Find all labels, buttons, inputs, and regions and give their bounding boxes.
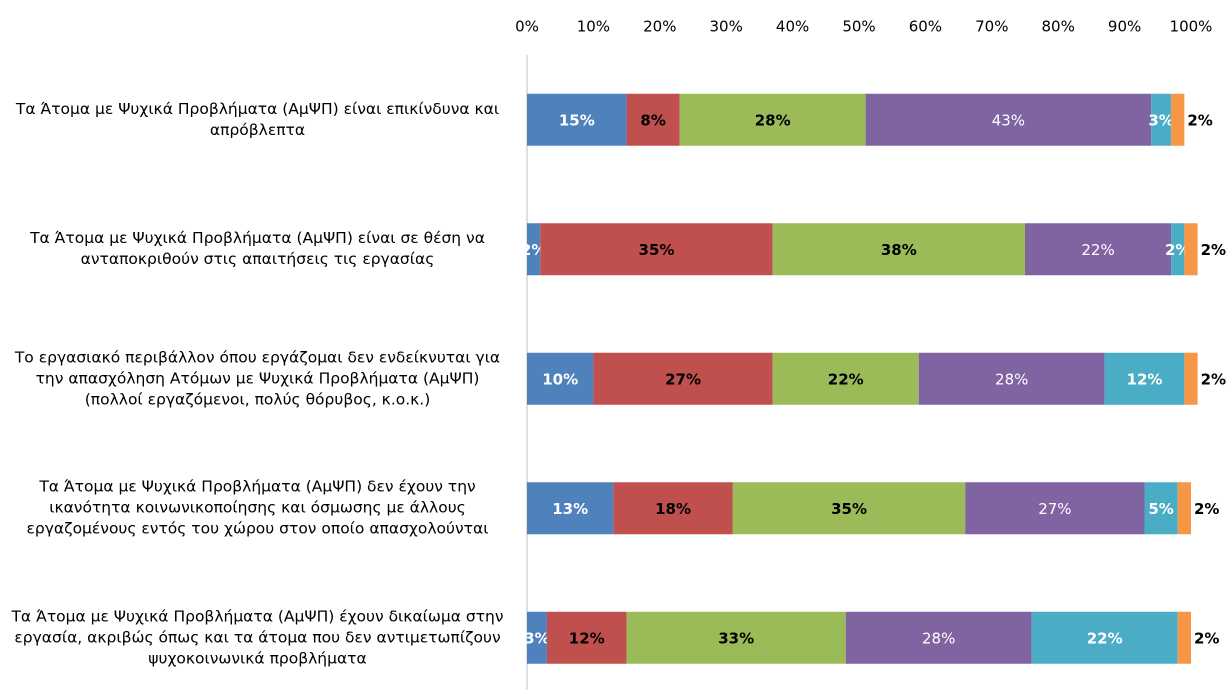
category-label: Τα Άτομα με Ψυχικά Προβλήματα (ΑμΨΠ) είν… <box>15 99 500 139</box>
data-label: 13% <box>552 500 588 518</box>
x-tick-label: 100% <box>1170 18 1213 36</box>
data-label: 2% <box>1201 241 1226 259</box>
data-label: 28% <box>995 370 1028 388</box>
bar-segment <box>1184 223 1198 276</box>
bar-segment <box>540 223 773 276</box>
bar-segment <box>527 611 547 664</box>
data-label: 35% <box>639 241 675 259</box>
bar-segment <box>527 352 594 405</box>
data-label: 22% <box>1087 629 1123 647</box>
bar-segment <box>1104 352 1185 405</box>
bar-segment <box>626 93 680 146</box>
data-label: 27% <box>665 370 701 388</box>
x-tick-label: 10% <box>577 18 610 36</box>
data-label: 2% <box>521 241 546 259</box>
data-label: 8% <box>640 111 665 129</box>
bar-segment <box>679 93 866 146</box>
category-label: Τα Άτομα με Ψυχικά Προβλήματα (ΑμΨΠ) έχο… <box>11 607 504 668</box>
bar-segment <box>1171 223 1185 276</box>
x-tick-label: 80% <box>1042 18 1075 36</box>
data-label: 12% <box>569 629 605 647</box>
data-label: 12% <box>1127 370 1163 388</box>
data-label: 2% <box>1187 111 1212 129</box>
data-label: 2% <box>1165 241 1190 259</box>
category-label: Τα Άτομα με Ψυχικά Προβλήματα (ΑμΨΠ) δεν… <box>26 477 489 538</box>
data-label: 2% <box>1194 500 1219 518</box>
bar-segment <box>1184 352 1198 405</box>
bar-segment <box>1177 482 1191 535</box>
data-label: 18% <box>655 500 691 518</box>
x-tick-label: 90% <box>1108 18 1141 36</box>
x-tick-label: 70% <box>975 18 1008 36</box>
data-label: 15% <box>559 111 595 129</box>
bar-segment <box>865 93 1152 146</box>
bar-segment <box>845 611 1032 664</box>
bar-segment <box>527 223 541 276</box>
data-label: 33% <box>718 629 754 647</box>
data-label: 22% <box>1081 241 1114 259</box>
data-label: 10% <box>542 370 578 388</box>
bar-segment <box>613 482 733 535</box>
bar-segment <box>593 352 773 405</box>
data-label: 2% <box>1201 370 1226 388</box>
bar-segment <box>1151 93 1172 146</box>
bar-segment <box>1031 611 1178 664</box>
bar-segment <box>732 482 966 535</box>
data-label: 3% <box>524 629 549 647</box>
data-label: 28% <box>755 111 791 129</box>
bar-segment <box>1025 223 1172 276</box>
bar-segment <box>527 93 627 146</box>
x-tick-label: 60% <box>909 18 942 36</box>
data-label: 2% <box>1194 629 1219 647</box>
bar-segment <box>527 482 614 535</box>
data-label: 35% <box>831 500 867 518</box>
bar-segment <box>772 223 1025 276</box>
bar-segment <box>1144 482 1178 535</box>
data-label: 38% <box>881 241 917 259</box>
category-label: Το εργασιακό περιβάλλον όπου εργάζομαι δ… <box>14 348 501 409</box>
x-tick-label: 50% <box>842 18 875 36</box>
data-label: 27% <box>1038 500 1071 518</box>
x-tick-label: 40% <box>776 18 809 36</box>
bar-segment <box>546 611 627 664</box>
bar-segment <box>772 352 919 405</box>
data-label: 22% <box>828 370 864 388</box>
x-tick-label: 30% <box>710 18 743 36</box>
data-label: 5% <box>1148 500 1173 518</box>
bar-segment <box>1171 93 1185 146</box>
bar-segment <box>965 482 1145 535</box>
data-label: 3% <box>1148 111 1173 129</box>
category-label: Τα Άτομα με Ψυχικά Προβλήματα (ΑμΨΠ) είν… <box>30 229 485 269</box>
x-tick-label: 0% <box>515 18 539 36</box>
data-label: 28% <box>922 629 955 647</box>
x-tick-label: 20% <box>643 18 676 36</box>
bar-segment <box>1177 611 1191 664</box>
bar-segment <box>626 611 846 664</box>
bar-segment <box>918 352 1105 405</box>
data-label: 43% <box>992 111 1025 129</box>
